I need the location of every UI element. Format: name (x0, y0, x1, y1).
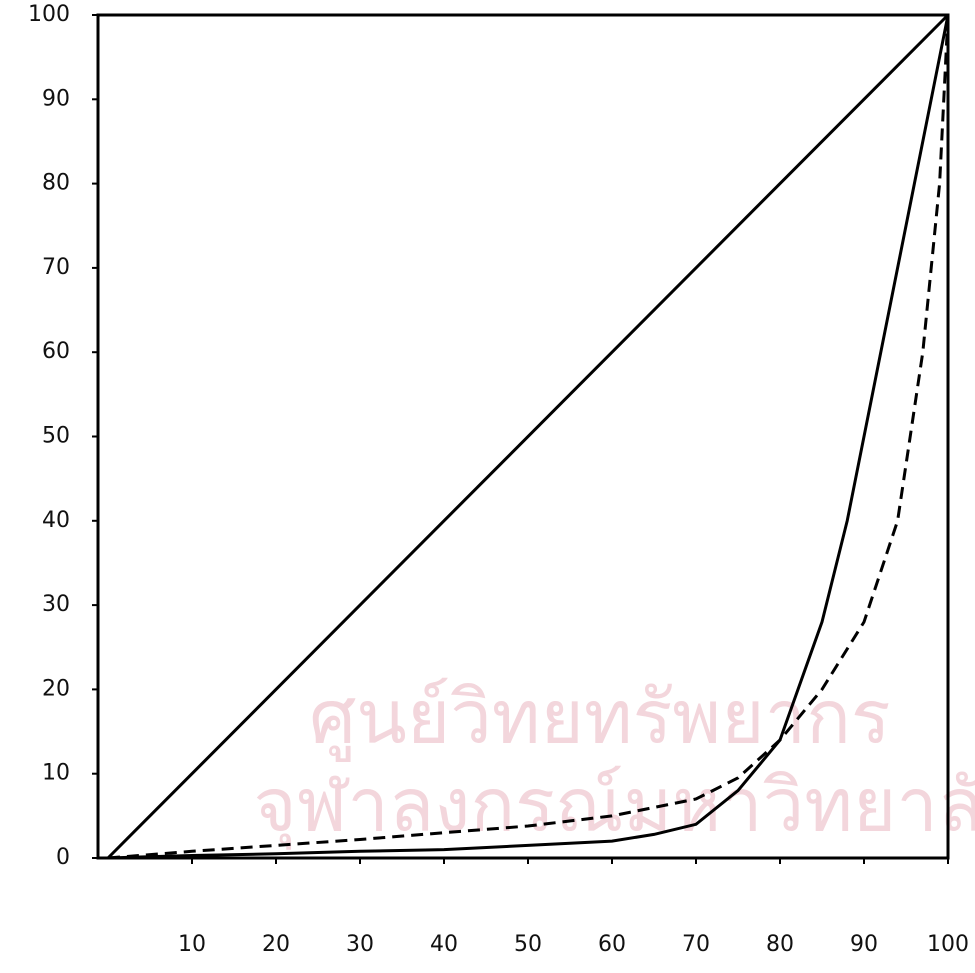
curve (107, 14, 950, 860)
x-tick-label: 90 (850, 932, 878, 957)
y-tick-label: 10 (42, 761, 70, 786)
x-tick-label: 40 (430, 932, 458, 957)
watermark: ศูนย์วิทยทรัพยากร (309, 675, 890, 763)
x-tick-label: 100 (927, 932, 969, 957)
y-tick-label: 20 (42, 676, 70, 701)
y-tick-label: 70 (42, 255, 70, 280)
curve (106, 13, 950, 860)
y-tick-label: 30 (42, 592, 70, 617)
x-tick-label: 20 (262, 932, 290, 957)
y-tick-label: 50 (42, 424, 70, 449)
watermark: จุฬาลงกรณ์มหาวิทยาลัย (253, 763, 975, 851)
x-tick-label: 50 (514, 932, 542, 957)
x-tick-label: 10 (178, 932, 206, 957)
x-tick-label: 80 (766, 932, 794, 957)
y-tick-label: 0 (56, 845, 70, 870)
y-tick-label: 60 (42, 339, 70, 364)
curve (107, 14, 950, 860)
x-tick-label: 60 (598, 932, 626, 957)
x-tick-label: 70 (682, 932, 710, 957)
x-tick-label: 30 (346, 932, 374, 957)
y-tick-label: 90 (42, 86, 70, 111)
y-tick-label: 40 (42, 508, 70, 533)
y-tick-label: 80 (42, 171, 70, 196)
y-tick-label: 100 (28, 2, 70, 27)
